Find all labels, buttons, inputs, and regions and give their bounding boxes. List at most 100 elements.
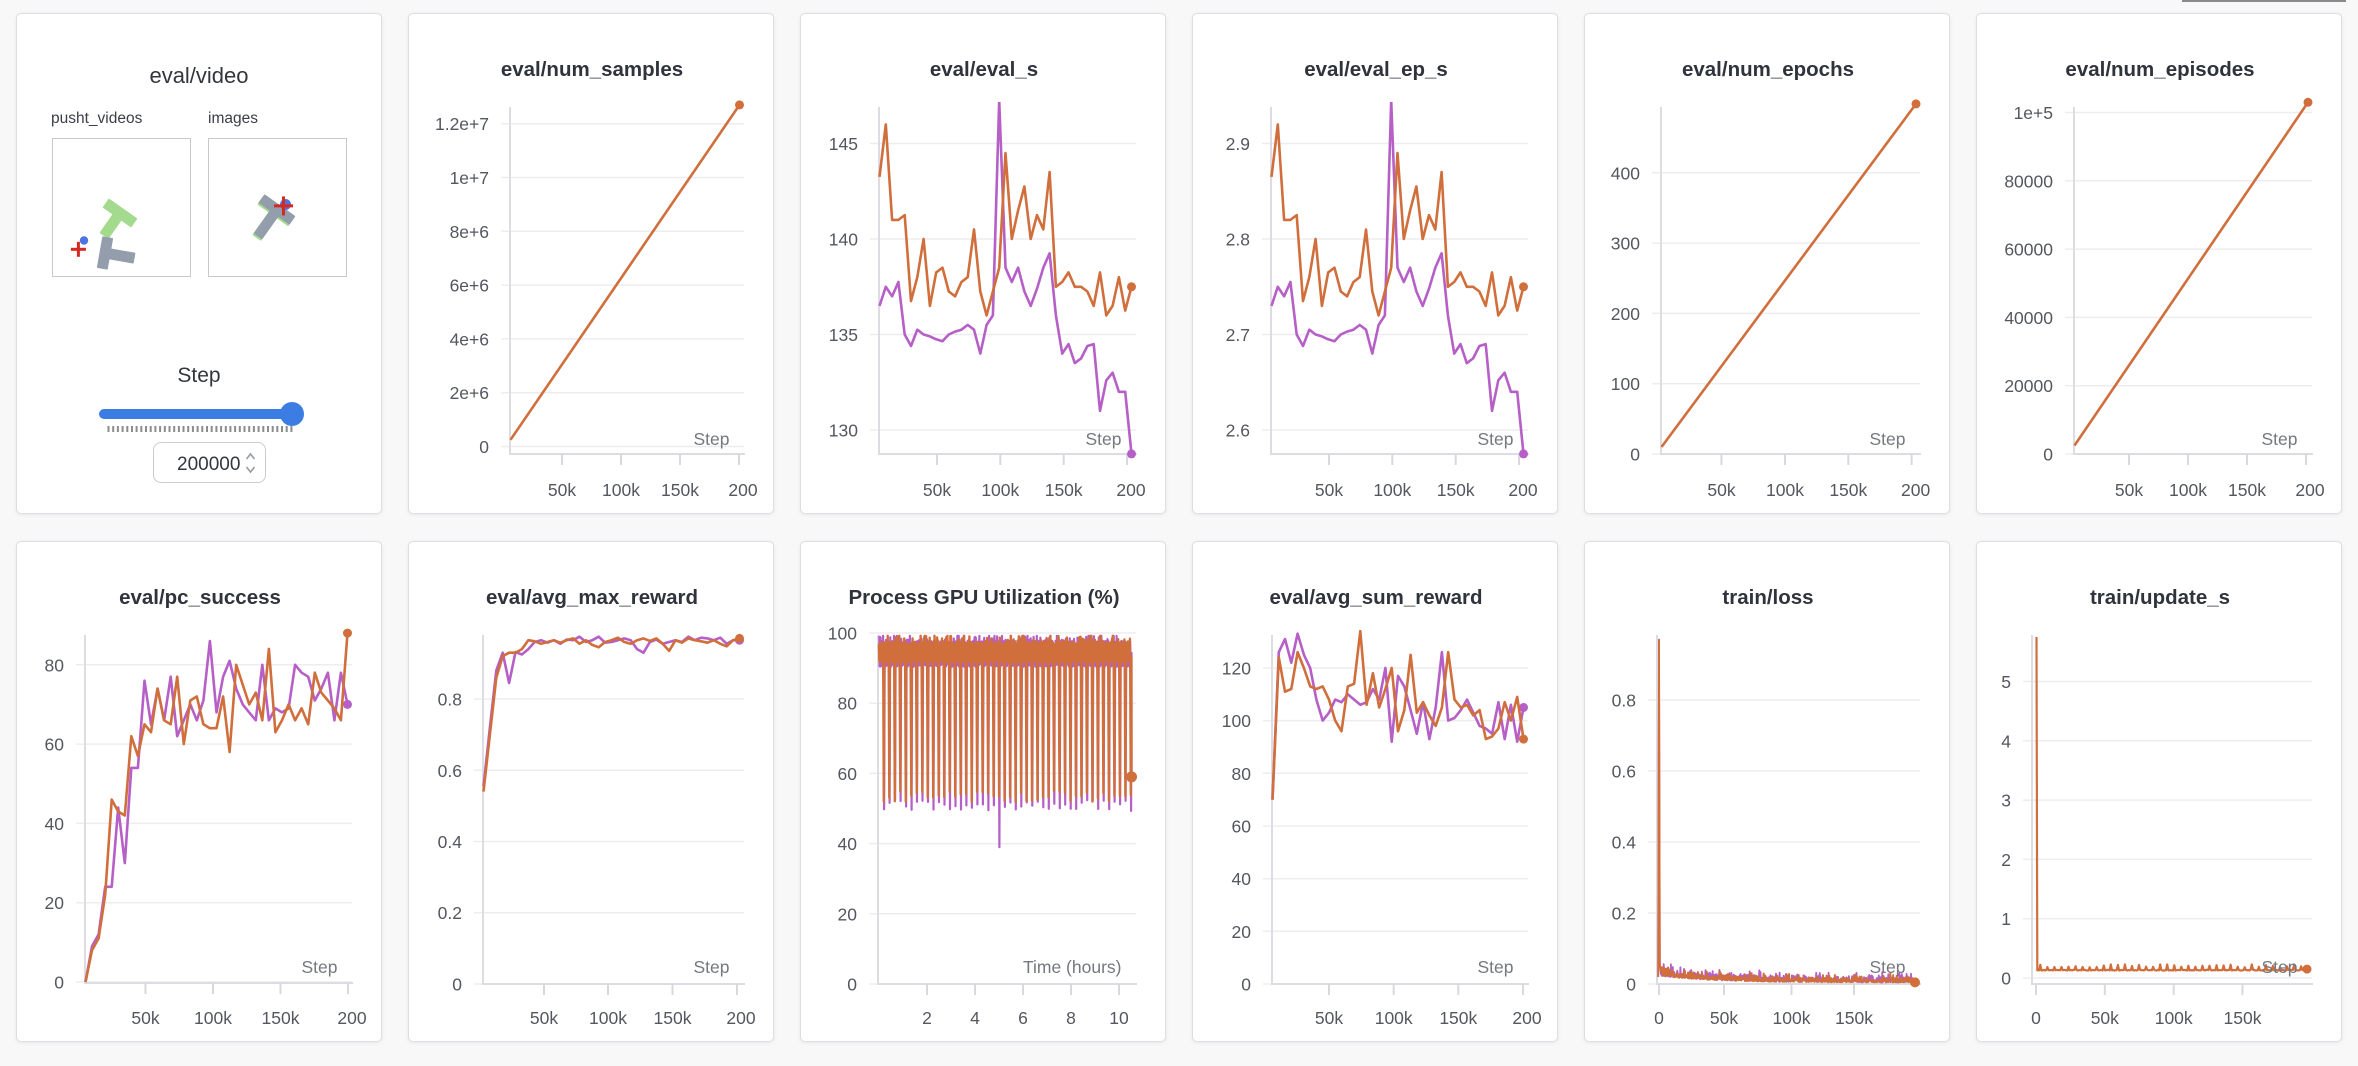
svg-text:Step: Step	[1870, 957, 1906, 977]
svg-text:0: 0	[452, 975, 462, 995]
svg-text:50k: 50k	[131, 1008, 159, 1028]
svg-text:400: 400	[1611, 163, 1640, 183]
svg-text:3: 3	[2001, 791, 2011, 811]
svg-text:0: 0	[847, 975, 857, 995]
svg-text:100k: 100k	[2155, 1008, 2193, 1028]
svg-text:train/update_s: train/update_s	[2090, 586, 2230, 609]
svg-text:200: 200	[728, 480, 757, 500]
svg-text:50k: 50k	[923, 480, 951, 500]
svg-text:2.8: 2.8	[1226, 230, 1250, 250]
svg-text:200: 200	[1512, 1008, 1541, 1028]
svg-text:2e+6: 2e+6	[450, 383, 489, 403]
svg-text:150k: 150k	[2228, 480, 2266, 500]
svg-text:120: 120	[1222, 659, 1251, 679]
svg-text:100k: 100k	[1773, 1008, 1811, 1028]
svg-text:100: 100	[1611, 374, 1640, 394]
svg-text:80: 80	[1232, 764, 1252, 784]
svg-text:150k: 150k	[1437, 480, 1475, 500]
svg-text:150k: 150k	[1439, 1008, 1477, 1028]
svg-text:0: 0	[2043, 445, 2053, 465]
svg-text:0.8: 0.8	[438, 690, 462, 710]
svg-text:100k: 100k	[589, 1008, 627, 1028]
svg-text:0: 0	[54, 973, 64, 993]
svg-text:2.6: 2.6	[1226, 421, 1250, 441]
svg-text:eval/avg_max_reward: eval/avg_max_reward	[486, 586, 698, 609]
svg-text:150k: 150k	[2224, 1008, 2262, 1028]
svg-text:60: 60	[838, 764, 858, 784]
svg-text:50k: 50k	[2091, 1008, 2119, 1028]
svg-text:10: 10	[1109, 1008, 1129, 1028]
svg-text:1: 1	[2001, 909, 2011, 929]
svg-text:20: 20	[45, 893, 65, 913]
svg-text:100k: 100k	[194, 1008, 232, 1028]
svg-text:Step: Step	[1478, 429, 1514, 449]
svg-text:50k: 50k	[2115, 480, 2143, 500]
svg-text:135: 135	[829, 325, 858, 345]
svg-text:100k: 100k	[1373, 480, 1411, 500]
svg-text:eval/avg_sum_reward: eval/avg_sum_reward	[1269, 586, 1482, 609]
svg-text:0: 0	[1654, 1008, 1664, 1028]
svg-text:0.4: 0.4	[1612, 833, 1637, 853]
svg-text:train/loss: train/loss	[1722, 586, 1813, 609]
svg-text:Step: Step	[694, 429, 730, 449]
svg-text:eval/eval_ep_s: eval/eval_ep_s	[1304, 58, 1448, 81]
svg-text:140: 140	[829, 230, 858, 250]
svg-text:1e+7: 1e+7	[450, 168, 489, 188]
svg-text:40: 40	[838, 834, 858, 854]
svg-text:300: 300	[1611, 234, 1640, 254]
svg-text:20000: 20000	[2004, 376, 2053, 396]
svg-text:150k: 150k	[1045, 480, 1083, 500]
svg-text:0: 0	[1626, 975, 1636, 995]
svg-text:eval/num_episodes: eval/num_episodes	[2065, 58, 2254, 81]
svg-text:0.2: 0.2	[1612, 904, 1636, 924]
svg-text:200: 200	[1116, 480, 1145, 500]
svg-text:100k: 100k	[981, 480, 1019, 500]
svg-text:40000: 40000	[2004, 308, 2053, 328]
svg-text:80000: 80000	[2004, 171, 2053, 191]
svg-text:0: 0	[2031, 1008, 2041, 1028]
svg-text:40: 40	[45, 814, 65, 834]
svg-text:8: 8	[1066, 1008, 1076, 1028]
svg-text:60000: 60000	[2004, 240, 2053, 260]
svg-text:150k: 150k	[262, 1008, 300, 1028]
svg-text:50k: 50k	[530, 1008, 558, 1028]
svg-text:20: 20	[1232, 922, 1252, 942]
svg-text:50k: 50k	[1710, 1008, 1738, 1028]
svg-text:eval/pc_success: eval/pc_success	[119, 586, 281, 609]
svg-text:Step: Step	[1086, 429, 1122, 449]
svg-text:4: 4	[970, 1008, 980, 1028]
svg-text:150k: 150k	[1829, 480, 1867, 500]
svg-text:2.9: 2.9	[1226, 134, 1250, 154]
svg-text:Step: Step	[1478, 957, 1514, 977]
svg-text:Step: Step	[2262, 957, 2298, 977]
svg-text:60: 60	[1232, 817, 1252, 837]
svg-text:80: 80	[838, 694, 858, 714]
svg-text:100k: 100k	[602, 480, 640, 500]
svg-text:0.2: 0.2	[438, 903, 462, 923]
svg-text:2: 2	[2001, 850, 2011, 870]
svg-text:100k: 100k	[1766, 480, 1804, 500]
svg-text:Step: Step	[2262, 429, 2298, 449]
svg-text:8e+6: 8e+6	[450, 222, 489, 242]
svg-text:Step: Step	[1870, 429, 1906, 449]
svg-text:150k: 150k	[661, 480, 699, 500]
svg-text:60: 60	[45, 735, 65, 755]
svg-text:1.2e+7: 1.2e+7	[435, 114, 489, 134]
svg-text:0.8: 0.8	[1612, 691, 1636, 711]
svg-text:200: 200	[1611, 304, 1640, 324]
svg-text:50k: 50k	[1315, 1008, 1343, 1028]
svg-text:130: 130	[829, 421, 858, 441]
svg-text:200: 200	[1901, 480, 1930, 500]
svg-text:2.7: 2.7	[1226, 325, 1250, 345]
svg-text:150k: 150k	[654, 1008, 692, 1028]
svg-text:eval/num_samples: eval/num_samples	[501, 58, 683, 81]
svg-text:4e+6: 4e+6	[450, 329, 489, 349]
svg-text:5: 5	[2001, 672, 2011, 692]
svg-text:80: 80	[45, 655, 65, 675]
svg-text:100k: 100k	[1375, 1008, 1413, 1028]
svg-text:6: 6	[1018, 1008, 1028, 1028]
svg-text:200: 200	[2295, 480, 2324, 500]
svg-text:50k: 50k	[1707, 480, 1735, 500]
svg-text:eval/num_epochs: eval/num_epochs	[1682, 58, 1854, 81]
svg-text:0: 0	[1630, 445, 1640, 465]
